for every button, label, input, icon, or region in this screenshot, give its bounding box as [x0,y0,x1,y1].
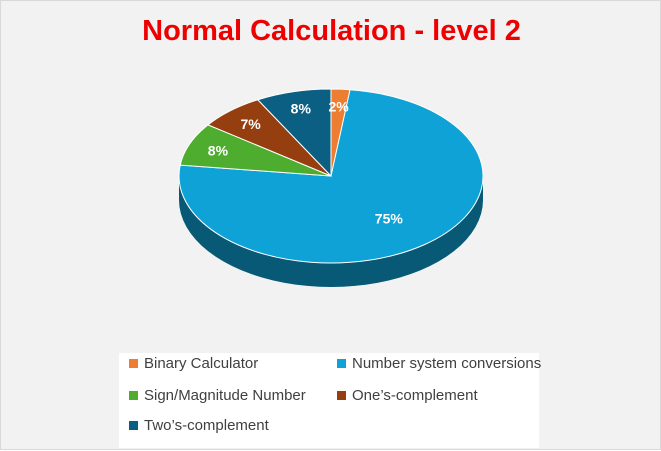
legend-swatch [337,359,346,368]
legend-item-binary-calculator: Binary Calculator [129,355,258,372]
legend-label: Two’s-complement [144,417,269,434]
data-label: 8% [208,142,229,158]
data-label: 7% [240,116,261,132]
legend-swatch [129,421,138,430]
data-label: 8% [291,101,312,117]
legend-swatch [129,359,138,368]
legend-item-ones-complement: One’s-complement [337,387,478,404]
legend-label: Binary Calculator [144,355,259,372]
legend-label: One’s-complement [352,387,478,404]
legend-label: Sign/Magnitude Number [144,387,306,404]
data-label: 75% [375,211,404,227]
pie-slice-two-s-complement [256,88,332,178]
legend-swatch [337,391,346,400]
chart-legend: Binary Calculator Number system conversi… [119,353,541,448]
legend-swatch [129,391,138,400]
pie-side-wall [179,176,483,287]
data-label: 2% [328,99,349,115]
legend-item-twos-complement: Two’s-complement [129,417,269,434]
legend-label: Number system conversions [352,355,542,372]
legend-item-number-system-conversions: Number system conversions [337,355,541,372]
chart-title: Normal Calculation - level 2 [142,15,521,47]
legend-item-sign-magnitude-number: Sign/Magnitude Number [129,387,306,404]
